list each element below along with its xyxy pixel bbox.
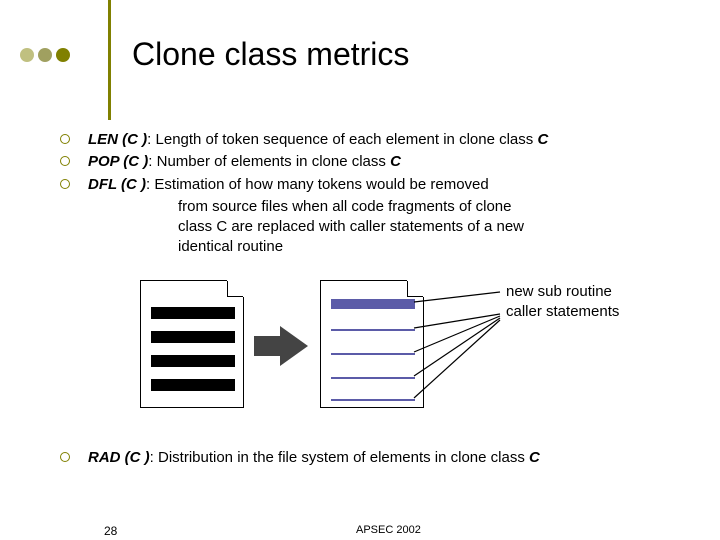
doc-before xyxy=(140,280,244,408)
caller-line xyxy=(331,399,415,401)
diagram: new sub routine caller statements xyxy=(140,278,680,418)
bullet-label: LEN (C ) xyxy=(88,131,147,148)
page-title: Clone class metrics xyxy=(132,36,409,73)
bullet-text: Distribution in the file system of eleme… xyxy=(158,449,529,466)
bullet-pop: POP (C ): Number of elements in clone cl… xyxy=(60,152,690,172)
bullet-dfl: DFL (C ): Estimation of how many tokens … xyxy=(60,175,690,195)
bullet-marker-icon xyxy=(60,452,70,462)
page-number: 28 xyxy=(104,524,117,538)
bullet-marker-icon xyxy=(60,134,70,144)
doc-after xyxy=(320,280,424,408)
bullet-marker-icon xyxy=(60,156,70,166)
bullets-top: LEN (C ): Length of token sequence of ea… xyxy=(60,130,690,258)
bullet-text: Length of token sequence of each element… xyxy=(156,131,538,148)
bullet-marker-icon xyxy=(60,179,70,189)
header: Clone class metrics xyxy=(20,18,700,98)
bullet-label: POP (C ) xyxy=(88,153,148,170)
dot-1 xyxy=(20,48,34,62)
arrow-icon xyxy=(254,326,308,366)
diagram-label-2: caller statements xyxy=(506,302,619,322)
caller-line xyxy=(331,377,415,379)
dfl-continuation: from source files when all code fragment… xyxy=(178,197,690,258)
decorative-dots xyxy=(20,48,70,62)
bullets-bottom: RAD (C ): Distribution in the file syste… xyxy=(60,448,690,470)
bullet-label: RAD (C ) xyxy=(88,449,150,466)
caller-line xyxy=(331,329,415,331)
caller-line xyxy=(331,353,415,355)
bullet-rad: RAD (C ): Distribution in the file syste… xyxy=(60,448,690,468)
bullet-text: Estimation of how many tokens would be r… xyxy=(154,176,488,193)
title-divider xyxy=(108,0,111,120)
diagram-label-1: new sub routine xyxy=(506,282,612,302)
new-subroutine-bar xyxy=(331,299,415,309)
dot-2 xyxy=(38,48,52,62)
conference-label: APSEC 2002 xyxy=(356,524,421,536)
bullet-len: LEN (C ): Length of token sequence of ea… xyxy=(60,130,690,150)
dot-3 xyxy=(56,48,70,62)
page-fold-icon xyxy=(227,281,243,297)
bullet-text: Number of elements in clone class xyxy=(157,153,390,170)
bullet-label: DFL (C ) xyxy=(88,176,146,193)
